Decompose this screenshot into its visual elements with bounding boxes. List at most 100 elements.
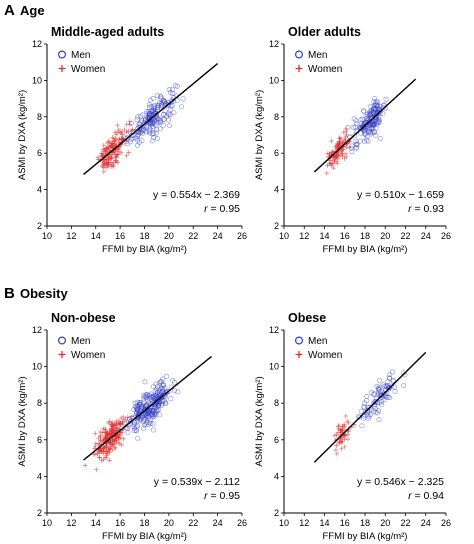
legend-men-marker	[295, 50, 304, 59]
point-women	[100, 160, 106, 166]
point-men	[150, 131, 156, 137]
panel-title: Middle-aged adults	[51, 25, 164, 39]
point-men	[175, 389, 181, 395]
x-tick-label: 22	[188, 231, 198, 241]
point-men	[151, 134, 157, 140]
point-men	[142, 422, 148, 428]
point-men	[137, 121, 143, 127]
point-men	[149, 411, 155, 417]
point-women	[97, 447, 103, 453]
point-men	[160, 123, 166, 129]
point-women	[118, 415, 124, 421]
point-men	[135, 423, 141, 429]
point-men	[144, 391, 150, 397]
x-tick-label: 26	[441, 231, 451, 241]
y-tick-label: 6	[274, 148, 279, 158]
point-women	[339, 446, 344, 452]
point-men	[386, 385, 392, 391]
y-axis-label: ASMI by DXA (kg/m²)	[254, 90, 265, 180]
point-men	[166, 388, 172, 394]
point-men	[383, 96, 389, 102]
point-men	[166, 101, 172, 107]
point-women	[117, 130, 123, 135]
point-women	[331, 158, 337, 163]
point-men	[143, 411, 149, 417]
x-tick-label: 10	[279, 231, 289, 241]
point-women	[114, 421, 119, 426]
y-axis-label: ASMI by DXA (kg/m²)	[254, 376, 265, 466]
point-women	[120, 132, 125, 137]
point-men	[129, 133, 135, 139]
legend-men-marker	[57, 50, 66, 59]
y-tick-label: 8	[274, 112, 279, 122]
point-men	[180, 96, 186, 102]
y-tick-label: 12	[269, 325, 279, 335]
point-men	[384, 394, 390, 400]
point-women	[101, 142, 106, 148]
y-tick-label: 12	[32, 39, 42, 49]
y-tick-label: 10	[269, 75, 279, 85]
point-men	[170, 377, 176, 383]
point-women	[124, 153, 129, 158]
point-women	[97, 441, 102, 447]
point-women	[104, 145, 110, 151]
point-men	[362, 131, 368, 137]
point-men	[376, 114, 382, 120]
point-women	[109, 427, 114, 433]
point-men	[372, 405, 378, 411]
point-women	[121, 414, 126, 420]
point-men	[376, 119, 382, 125]
point-women	[94, 467, 99, 472]
point-men	[146, 102, 152, 108]
data-points	[82, 373, 181, 472]
x-tick-label: 16	[340, 518, 350, 528]
point-men	[131, 420, 137, 426]
point-women	[97, 437, 103, 443]
x-tick-label: 10	[42, 231, 52, 241]
x-tick-label: 24	[213, 231, 223, 241]
point-men	[166, 87, 172, 93]
point-women	[111, 423, 116, 428]
y-axis-label: ASMI by DXA (kg/m²)	[17, 90, 28, 180]
point-men	[371, 392, 377, 398]
point-men	[141, 409, 147, 415]
point-men	[361, 123, 367, 129]
point-women	[343, 134, 348, 140]
point-women	[335, 161, 340, 166]
point-men	[150, 123, 156, 129]
regression-line	[83, 355, 212, 461]
y-tick-label: 8	[37, 112, 42, 122]
point-women	[130, 127, 135, 132]
point-women	[324, 170, 330, 176]
point-women	[100, 153, 106, 158]
point-men	[161, 111, 167, 117]
x-tick-label: 14	[319, 518, 329, 528]
x-tick-label: 20	[380, 231, 390, 241]
legend-men-marker	[295, 336, 304, 345]
point-women	[82, 463, 88, 468]
regression-equation: y = 0.554x − 2.369	[153, 189, 240, 201]
point-men	[136, 121, 142, 127]
x-axis-label: FFMI by BIA (kg/m²)	[102, 244, 187, 255]
point-men	[358, 408, 364, 414]
point-women	[105, 146, 111, 152]
point-men	[161, 382, 167, 388]
point-women	[95, 451, 100, 456]
point-men	[147, 419, 153, 425]
x-tick-label: 14	[319, 231, 329, 241]
point-women	[336, 422, 342, 428]
data-points	[95, 83, 186, 174]
point-men	[162, 400, 168, 406]
point-men	[353, 138, 359, 144]
point-men	[371, 99, 377, 105]
point-men	[133, 427, 139, 433]
point-women	[100, 430, 105, 435]
point-men	[155, 384, 161, 390]
point-men	[361, 108, 367, 114]
point-men	[373, 133, 379, 139]
point-women	[347, 145, 352, 150]
x-tick-label: 18	[360, 518, 370, 528]
point-men	[364, 115, 370, 121]
r-symbol: r	[408, 203, 412, 215]
